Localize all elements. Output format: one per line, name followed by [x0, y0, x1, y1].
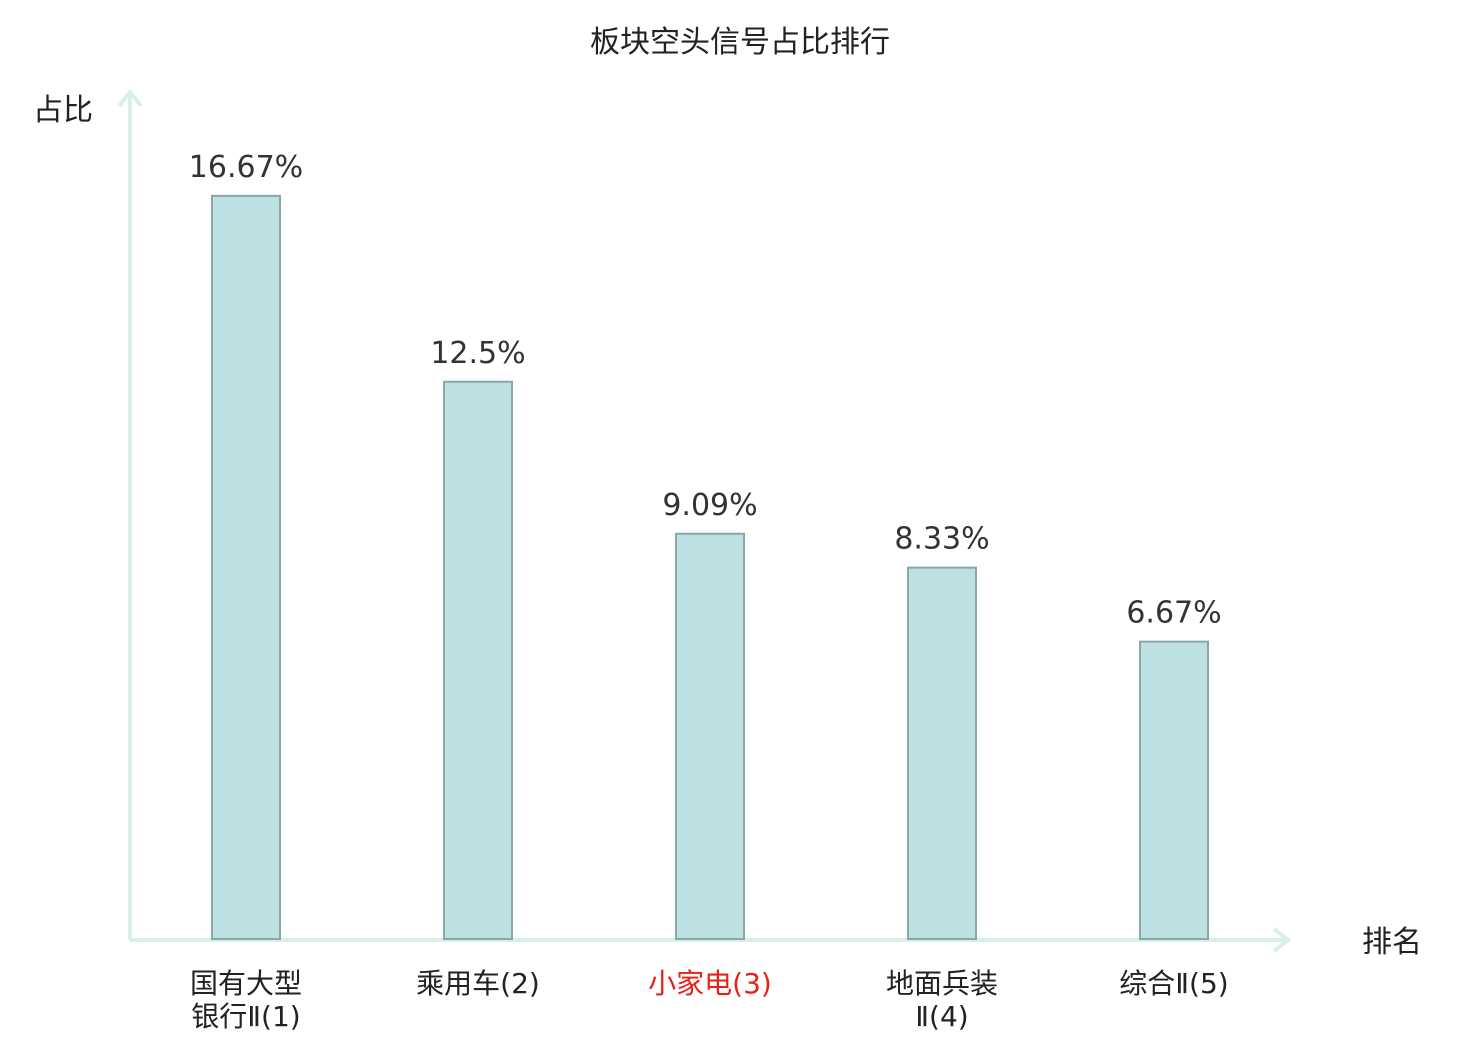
x-axis-arrow [1272, 927, 1292, 953]
category-label-line: 国有大型 [190, 967, 302, 1000]
bar-value-label-5: 6.67% [1126, 596, 1221, 631]
category-label-2: 乘用车(2) [416, 967, 540, 1000]
category-label-line: 银行Ⅱ(1) [191, 1000, 300, 1033]
x-axis-label: 排名 [1362, 925, 1422, 960]
bar-2 [443, 380, 513, 940]
category-label-1: 国有大型银行Ⅱ(1) [190, 967, 302, 1033]
category-label-line: 小家电(3) [648, 967, 772, 1000]
bar-value-label-2: 12.5% [430, 336, 525, 371]
category-labels-group: 国有大型银行Ⅱ(1) 乘用车(2) 小家电(3) 地面兵装 Ⅱ(4) 综合Ⅱ(5) [190, 967, 1229, 1033]
category-label-4: 地面兵装 Ⅱ(4) [886, 967, 998, 1033]
bar-value-label-3: 9.09% [662, 488, 757, 523]
category-label-line: Ⅱ(4) [915, 1000, 968, 1033]
bar-value-label-4: 8.33% [894, 522, 989, 557]
category-label-line: 地面兵装 [886, 967, 998, 1000]
category-label-line: 综合Ⅱ(5) [1119, 967, 1228, 1000]
bar-4 [907, 566, 977, 940]
category-label-3: 小家电(3) [648, 967, 772, 1000]
y-axis-label: 占比 [33, 93, 93, 128]
chart-title: 板块空头信号占比排行 [590, 25, 890, 60]
bar-3 [675, 532, 745, 940]
y-axis-arrow [117, 88, 143, 108]
bar-value-label-1: 16.67% [189, 150, 303, 185]
bar-5 [1139, 640, 1209, 941]
category-label-5: 综合Ⅱ(5) [1119, 967, 1228, 1000]
bar-1 [211, 194, 281, 940]
category-label-line: 乘用车(2) [416, 967, 540, 1000]
axes [117, 88, 1292, 953]
bars-group [211, 194, 1209, 941]
value-labels-group: 16.67% 12.5% 9.09% 8.33% 6.67% [189, 150, 1222, 631]
